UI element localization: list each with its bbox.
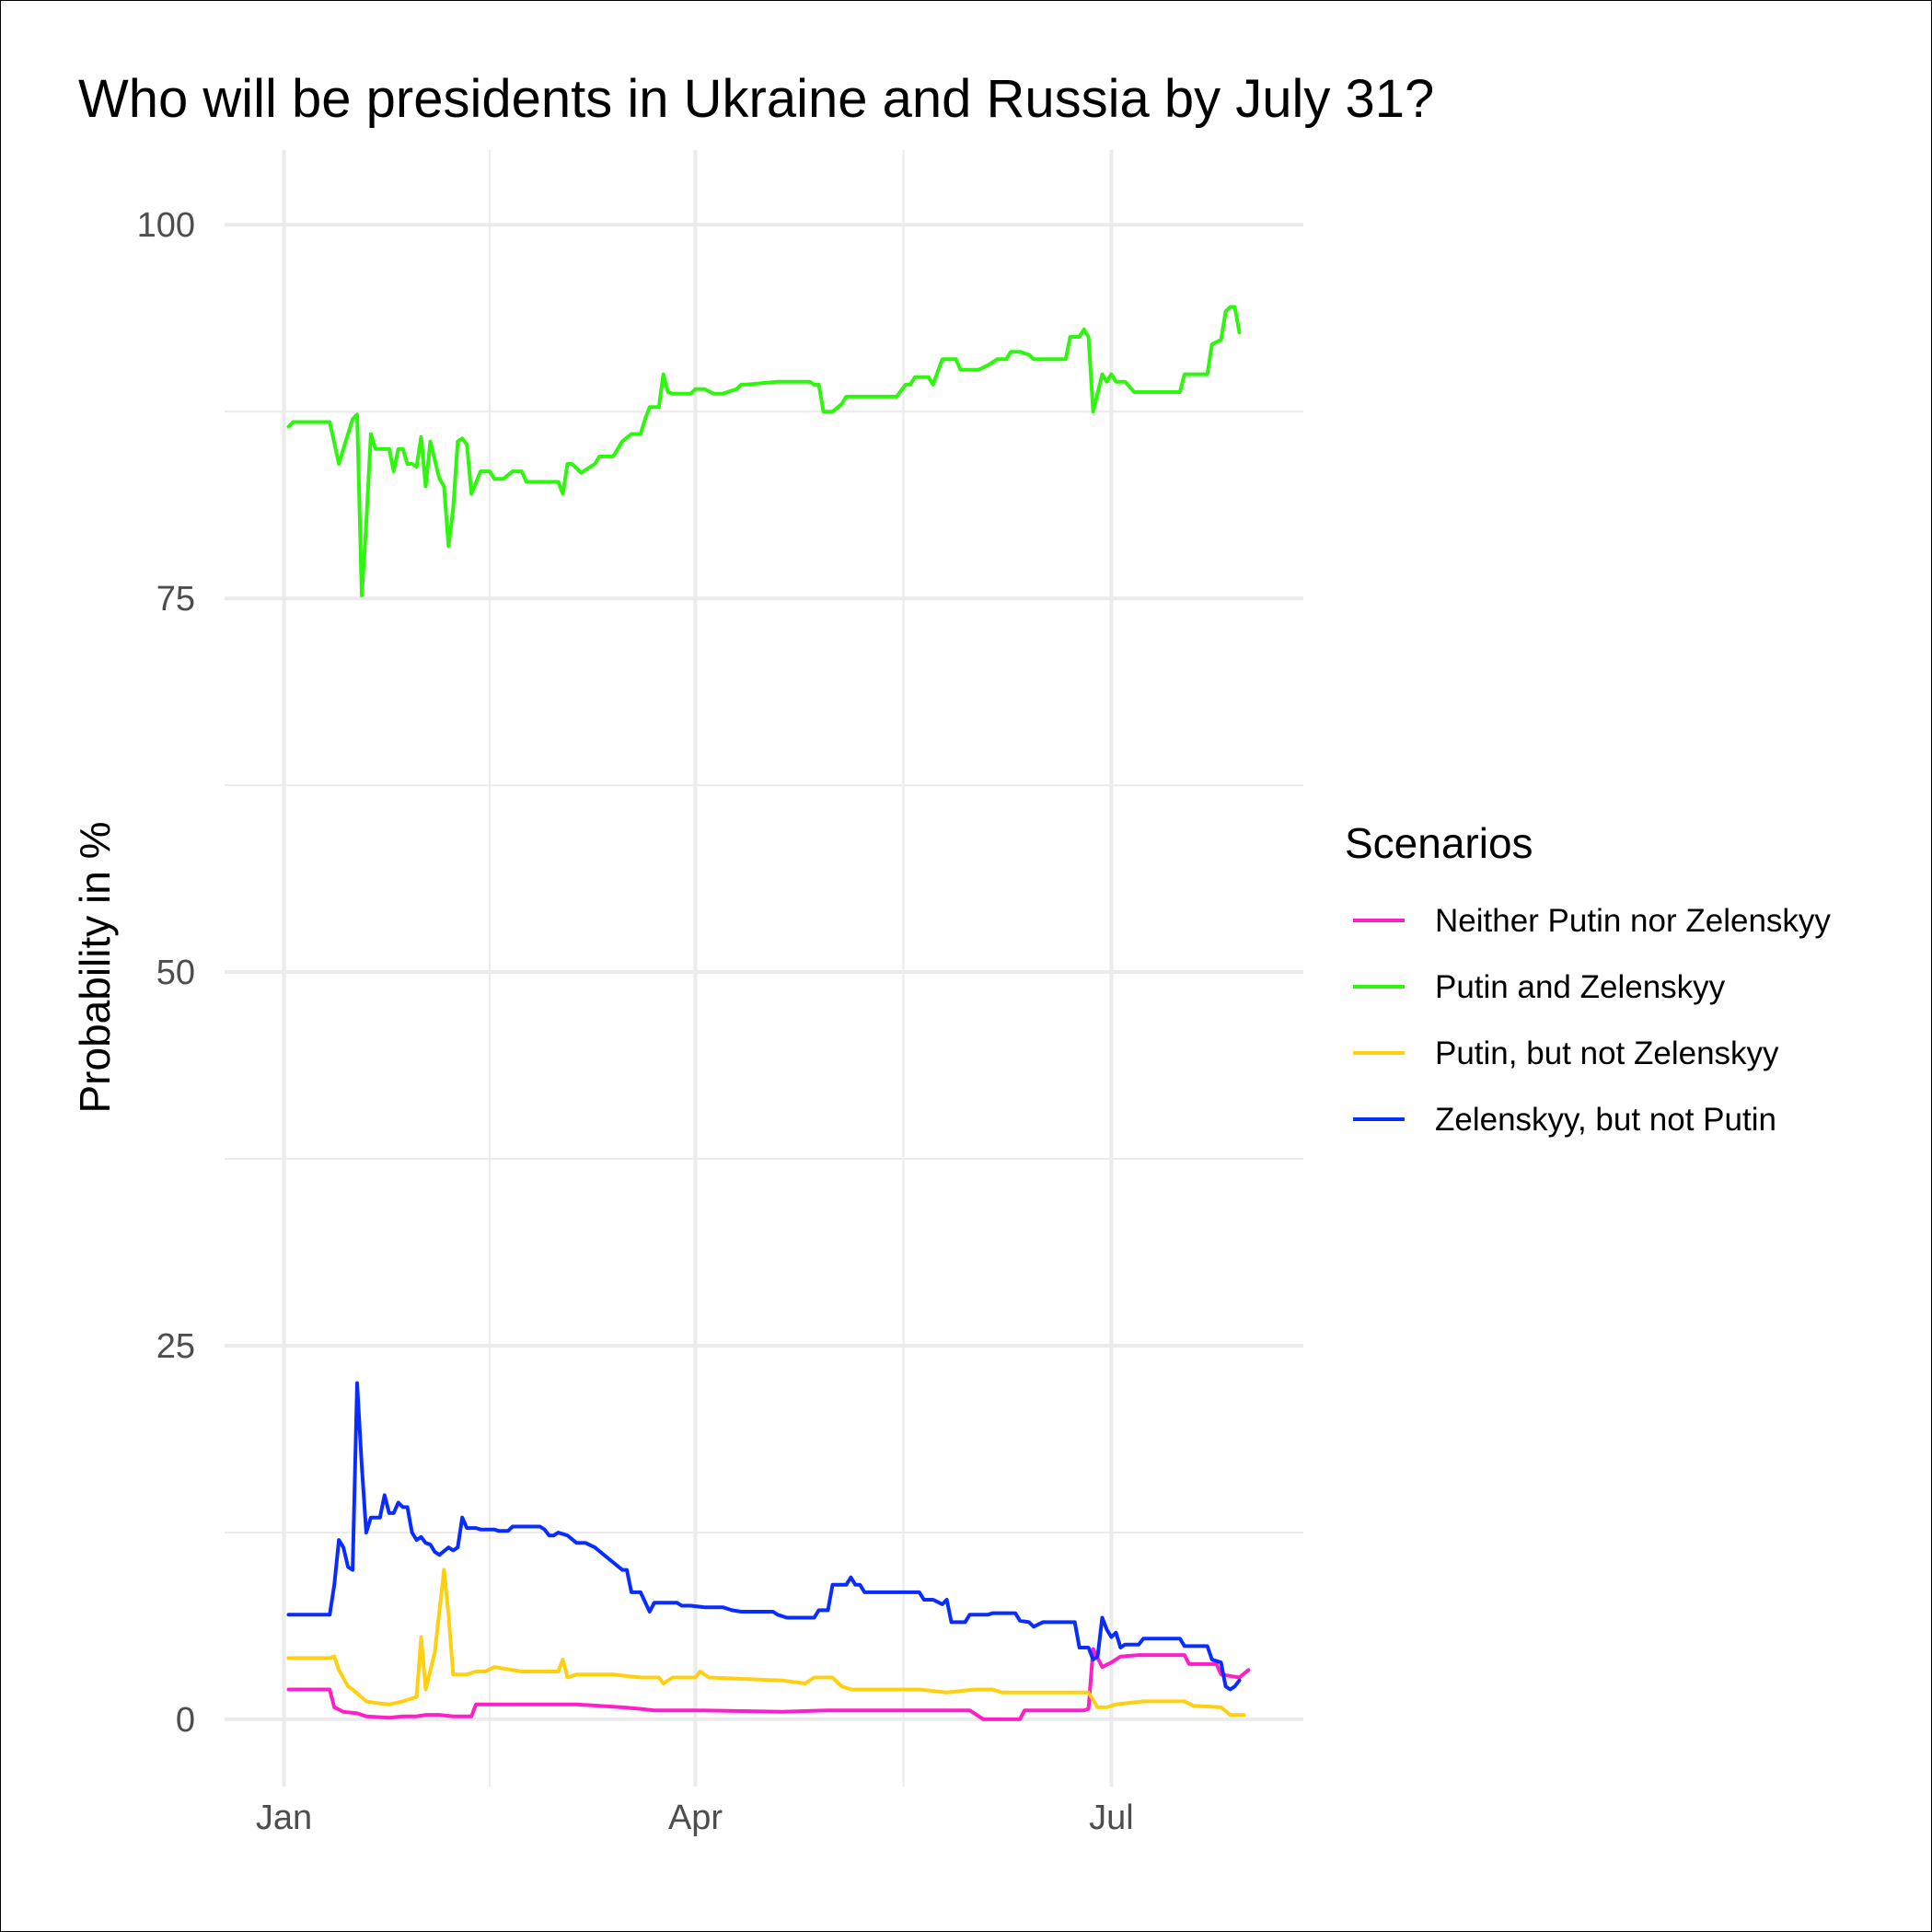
x-tick-label: Apr <box>668 1799 723 1837</box>
series-line-zelenskyy-but-not-putin <box>286 1381 1242 1692</box>
series-line-putin-but-not-zelenskyy <box>286 1568 1246 1718</box>
y-tick-label: 100 <box>137 206 195 245</box>
series-line-putin-and-zelenskyy <box>286 305 1242 597</box>
series-line-neither-putin-nor-zelenskyy <box>286 1647 1251 1721</box>
y-axis-title: Probability in % <box>71 821 119 1113</box>
legend-label-putin-but-not-zelenskyy: Putin, but not Zelenskyy <box>1435 1035 1779 1071</box>
legend-label-zelenskyy-but-not-putin: Zelenskyy, but not Putin <box>1435 1102 1776 1138</box>
legend-items: Neither Putin nor Zelenskyy Putin and Zel… <box>1353 903 1831 1138</box>
y-tick-label: 25 <box>156 1327 195 1366</box>
grid <box>225 150 1303 1787</box>
y-axis-ticks: 0 25 50 75 100 <box>137 206 195 1740</box>
legend-label-neither-putin-nor-zelenskyy: Neither Putin nor Zelenskyy <box>1435 903 1831 939</box>
legend: Scenarios Neither Putin nor Zelenskyy Put… <box>1345 819 1831 1138</box>
x-tick-label: Jan <box>256 1799 312 1837</box>
legend-title: Scenarios <box>1345 819 1533 867</box>
y-tick-label: 50 <box>156 954 195 992</box>
chart-title: Who will be presidents in Ukraine and Ru… <box>78 69 1434 129</box>
x-axis-ticks: Jan Apr Jul <box>256 1799 1134 1837</box>
y-tick-label: 0 <box>176 1701 195 1740</box>
y-tick-label: 75 <box>156 580 195 619</box>
series-lines <box>286 305 1251 1721</box>
legend-label-putin-and-zelenskyy: Putin and Zelenskyy <box>1435 969 1726 1005</box>
x-tick-label: Jul <box>1089 1799 1134 1837</box>
